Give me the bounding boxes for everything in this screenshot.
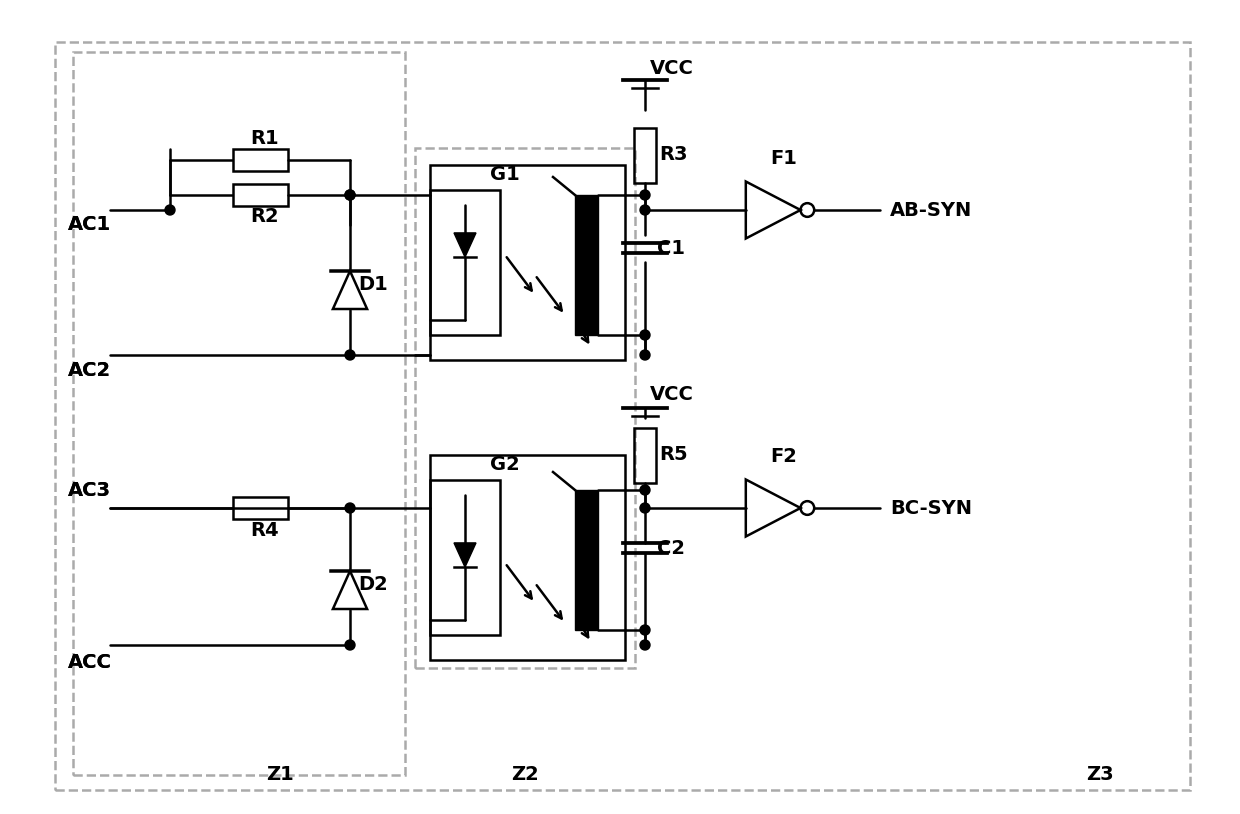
Text: C2: C2: [657, 539, 684, 558]
Polygon shape: [575, 195, 598, 335]
Circle shape: [345, 190, 355, 200]
Text: AC1: AC1: [68, 216, 112, 234]
Text: Z1: Z1: [267, 765, 294, 785]
Bar: [233, 149, 288, 171]
Bar: [430, 165, 625, 360]
Text: AC1: AC1: [68, 216, 112, 234]
Text: AB-SYN: AB-SYN: [890, 200, 972, 220]
Text: D1: D1: [358, 275, 388, 295]
Circle shape: [640, 485, 650, 495]
Bar: [430, 480, 500, 635]
Circle shape: [640, 625, 650, 635]
Polygon shape: [454, 543, 476, 567]
Text: F1: F1: [770, 148, 797, 168]
Text: VCC: VCC: [650, 59, 694, 77]
Text: D2: D2: [358, 575, 388, 594]
Text: F2: F2: [770, 447, 797, 466]
Circle shape: [165, 205, 175, 215]
Circle shape: [345, 190, 355, 200]
Bar: [415, 148, 635, 668]
Text: AC2: AC2: [68, 361, 112, 379]
Text: BC-SYN: BC-SYN: [890, 498, 972, 518]
Polygon shape: [575, 490, 598, 630]
Text: ACC: ACC: [68, 654, 112, 672]
Text: R3: R3: [658, 146, 687, 164]
Circle shape: [345, 503, 355, 513]
Text: R5: R5: [658, 445, 688, 465]
Text: Z2: Z2: [511, 765, 539, 785]
Circle shape: [640, 503, 650, 513]
Text: Z3: Z3: [1086, 765, 1114, 785]
Text: R1: R1: [250, 129, 279, 147]
Text: G1: G1: [490, 165, 520, 185]
Text: G2: G2: [490, 456, 520, 475]
Circle shape: [345, 350, 355, 360]
Bar: [634, 128, 656, 182]
Circle shape: [640, 350, 650, 360]
Bar: [233, 184, 288, 206]
Circle shape: [640, 330, 650, 340]
Bar: [73, 52, 405, 775]
Text: ACC: ACC: [68, 654, 112, 672]
Circle shape: [640, 640, 650, 650]
Text: R4: R4: [250, 520, 279, 540]
Bar: [430, 190, 500, 335]
Circle shape: [640, 190, 650, 200]
Bar: [233, 497, 288, 519]
Text: AC3: AC3: [68, 480, 112, 500]
Circle shape: [345, 640, 355, 650]
Polygon shape: [454, 233, 476, 257]
Text: AC2: AC2: [68, 361, 112, 379]
Text: AC3: AC3: [68, 480, 112, 500]
Text: VCC: VCC: [650, 386, 694, 405]
Bar: [634, 427, 656, 483]
Circle shape: [640, 205, 650, 215]
Bar: [430, 455, 625, 660]
Text: R2: R2: [250, 208, 279, 226]
Text: C1: C1: [657, 239, 684, 257]
